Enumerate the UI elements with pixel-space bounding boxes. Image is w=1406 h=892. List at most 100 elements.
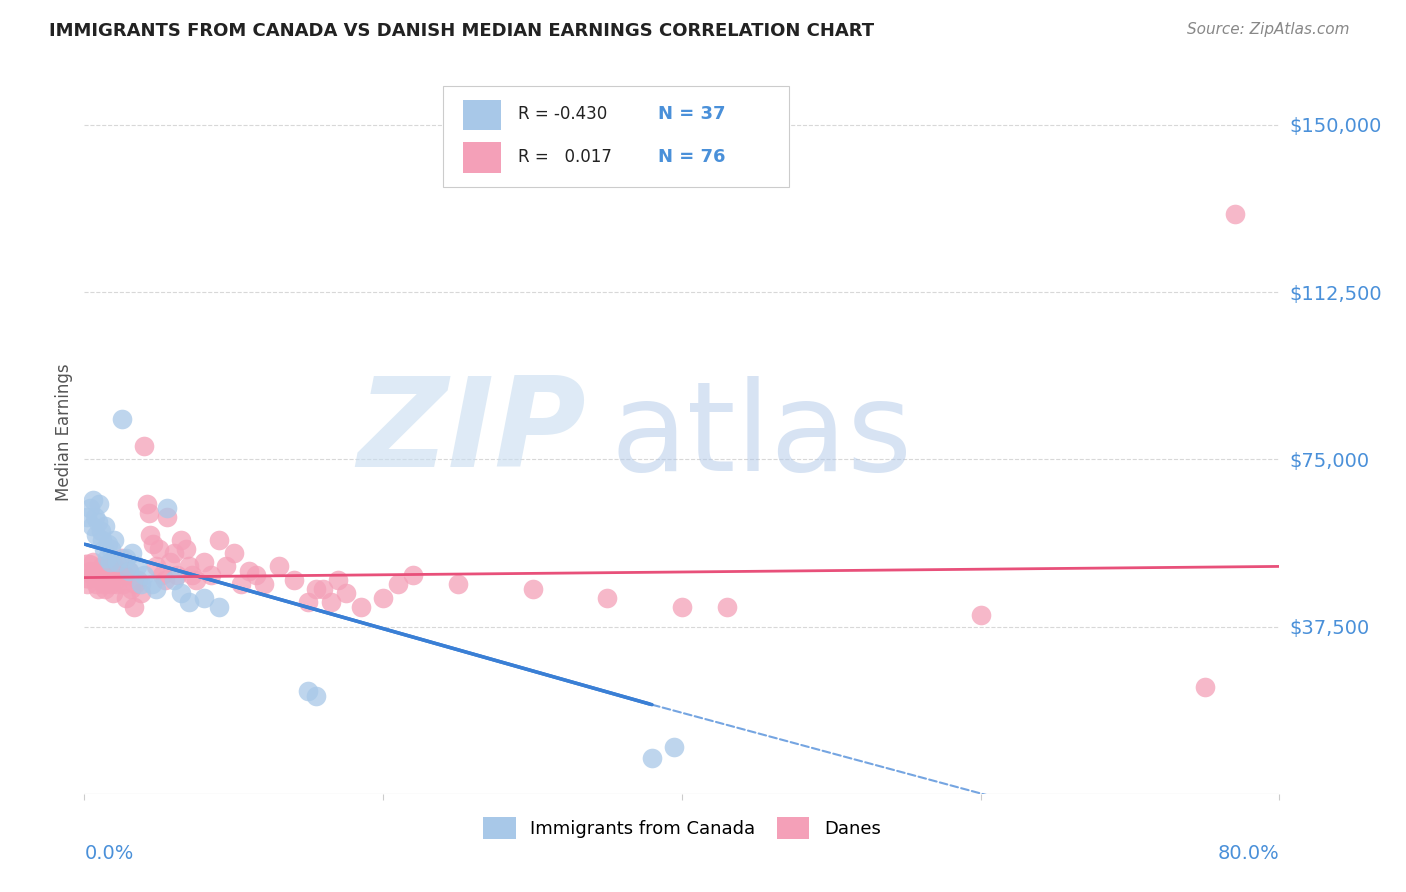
Point — [105, 555, 128, 569]
Point — [132, 439, 156, 453]
Point — [387, 577, 409, 591]
Point — [141, 577, 163, 591]
Point — [297, 684, 319, 698]
Point — [103, 559, 125, 574]
Point — [373, 591, 395, 605]
Legend: Immigrants from Canada, Danes: Immigrants from Canada, Danes — [475, 810, 889, 847]
Point — [139, 528, 162, 542]
Point — [79, 564, 101, 578]
Point — [970, 608, 993, 623]
Point — [122, 599, 145, 614]
Point — [148, 541, 170, 556]
Point — [177, 559, 200, 574]
Text: Source: ZipAtlas.com: Source: ZipAtlas.com — [1187, 22, 1350, 37]
Text: R = -0.430: R = -0.430 — [519, 105, 607, 123]
Point — [596, 591, 619, 605]
Point — [96, 568, 118, 582]
Point — [231, 577, 253, 591]
Point — [86, 528, 108, 542]
Point — [142, 537, 165, 551]
Point — [97, 573, 120, 587]
Point — [208, 599, 231, 614]
Point — [98, 555, 121, 569]
Point — [111, 412, 134, 426]
Point — [155, 510, 177, 524]
Text: N = 76: N = 76 — [658, 147, 725, 166]
Point — [100, 541, 122, 556]
Point — [94, 582, 117, 596]
Point — [76, 510, 98, 524]
Text: R =   0.017: R = 0.017 — [519, 147, 612, 166]
Point — [350, 599, 373, 614]
Point — [200, 568, 222, 582]
Point — [312, 582, 335, 596]
Text: atlas: atlas — [610, 376, 912, 497]
Point — [124, 577, 146, 591]
Point — [118, 564, 141, 578]
Y-axis label: Median Earnings: Median Earnings — [55, 364, 73, 501]
Point — [76, 564, 98, 578]
Point — [208, 533, 231, 547]
Point — [105, 577, 128, 591]
Point — [96, 550, 118, 565]
Point — [129, 586, 152, 600]
Point — [716, 599, 738, 614]
Text: IMMIGRANTS FROM CANADA VS DANISH MEDIAN EARNINGS CORRELATION CHART: IMMIGRANTS FROM CANADA VS DANISH MEDIAN … — [49, 22, 875, 40]
Text: ZIP: ZIP — [357, 372, 586, 493]
Point — [120, 582, 142, 596]
Point — [193, 555, 215, 569]
Point — [664, 740, 686, 755]
Point — [145, 559, 167, 574]
Point — [114, 568, 136, 582]
Point — [1194, 680, 1216, 694]
Point — [305, 582, 328, 596]
Point — [297, 595, 319, 609]
Point — [170, 533, 193, 547]
Point — [89, 497, 111, 511]
FancyBboxPatch shape — [463, 100, 502, 130]
Point — [145, 582, 167, 596]
Point — [98, 555, 121, 569]
Text: 0.0%: 0.0% — [84, 845, 134, 863]
Point — [238, 564, 260, 578]
Point — [100, 577, 122, 591]
FancyBboxPatch shape — [443, 86, 790, 187]
Text: 80.0%: 80.0% — [1218, 845, 1279, 863]
Point — [671, 599, 693, 614]
Point — [193, 591, 215, 605]
Point — [94, 519, 117, 533]
Point — [522, 582, 544, 596]
Point — [132, 568, 156, 582]
Point — [222, 546, 245, 560]
Point — [186, 573, 208, 587]
Point — [101, 586, 124, 600]
Point — [153, 573, 176, 587]
Point — [79, 501, 101, 516]
Point — [118, 564, 141, 578]
Point — [89, 564, 111, 578]
Point — [104, 573, 127, 587]
Point — [150, 568, 173, 582]
Point — [174, 541, 197, 556]
Point — [76, 577, 98, 591]
FancyBboxPatch shape — [463, 142, 502, 172]
Point — [86, 577, 108, 591]
Point — [115, 550, 138, 565]
Point — [319, 595, 342, 609]
Point — [138, 506, 160, 520]
Point — [641, 751, 664, 765]
Point — [163, 573, 186, 587]
Point — [170, 586, 193, 600]
Point — [166, 568, 188, 582]
Point — [215, 559, 238, 574]
Point — [91, 533, 114, 547]
Text: N = 37: N = 37 — [658, 105, 725, 123]
Point — [83, 510, 105, 524]
Point — [181, 568, 204, 582]
Point — [80, 519, 103, 533]
Point — [253, 577, 276, 591]
Point — [111, 550, 134, 565]
Point — [91, 559, 114, 574]
Point — [1223, 207, 1246, 221]
Point — [283, 573, 305, 587]
